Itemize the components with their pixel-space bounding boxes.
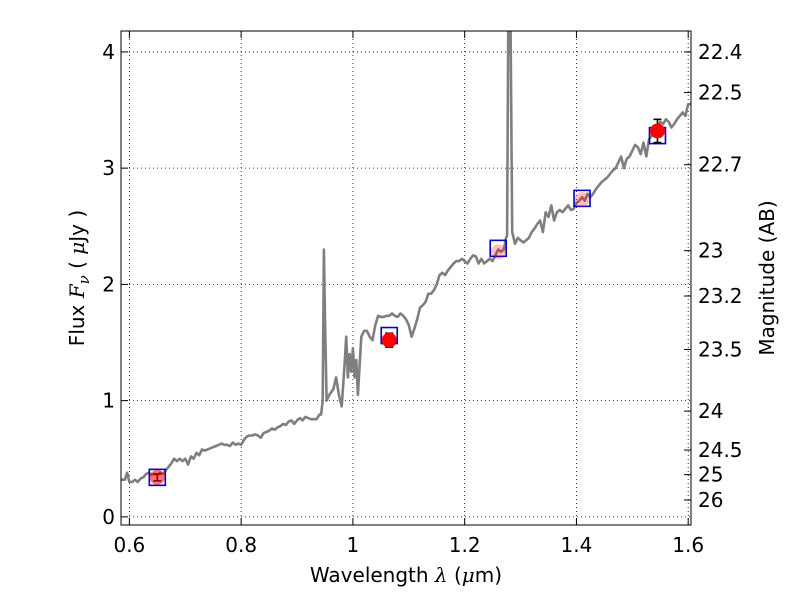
observed-photometry-series: [149, 118, 665, 485]
magnitude-tick-label: 23.5: [698, 337, 743, 361]
observed-point: [490, 244, 506, 260]
y-tick-label: 2: [102, 272, 115, 296]
x-tick-label: 0.6: [113, 533, 145, 557]
magnitude-tick-label: 24: [698, 399, 723, 423]
model-point: [573, 189, 591, 208]
y-tick-label: 0: [102, 505, 115, 529]
magnitude-tick-label: 22.7: [698, 153, 743, 177]
model-spectrum-series: [121, 31, 691, 484]
x-tick-label: 1.4: [561, 533, 593, 557]
magnitude-tick-label: 26: [698, 488, 723, 512]
x-tick-label: 1.2: [449, 533, 481, 557]
model-point: [148, 468, 167, 487]
y-tick-label: 1: [102, 389, 115, 413]
y-tick-label: 3: [102, 156, 115, 180]
plot-frame: [120, 30, 692, 526]
model-photometry-series: [148, 126, 667, 487]
magnitude-tick-label: 24.5: [698, 438, 743, 462]
observed-point: [649, 123, 665, 139]
grid-lines: [121, 31, 691, 525]
x-tick-label: 1.6: [672, 533, 704, 557]
y-tick-label: 4: [102, 40, 115, 64]
observed-point: [574, 192, 590, 208]
model-point: [489, 239, 508, 258]
magnitude-tick-label: 25: [698, 463, 723, 487]
observed-point: [149, 469, 165, 485]
spectrum-line: [121, 31, 691, 484]
magnitude-tick-label: 22.5: [698, 81, 743, 105]
x-tick-label: 1: [347, 533, 360, 557]
x-axis-label: Wavelength λ (μm): [310, 563, 502, 587]
x-tick-label: 0.8: [225, 533, 257, 557]
magnitude-tick-label: 23.2: [698, 284, 743, 308]
observed-point: [381, 332, 397, 348]
secondary-y-axis-label: Magnitude (AB): [755, 200, 779, 355]
magnitude-tick-label: 23: [698, 239, 723, 263]
magnitude-tick-label: 22.4: [698, 40, 743, 64]
y-axis-label: Flux Fν ( μJy ): [65, 210, 93, 346]
